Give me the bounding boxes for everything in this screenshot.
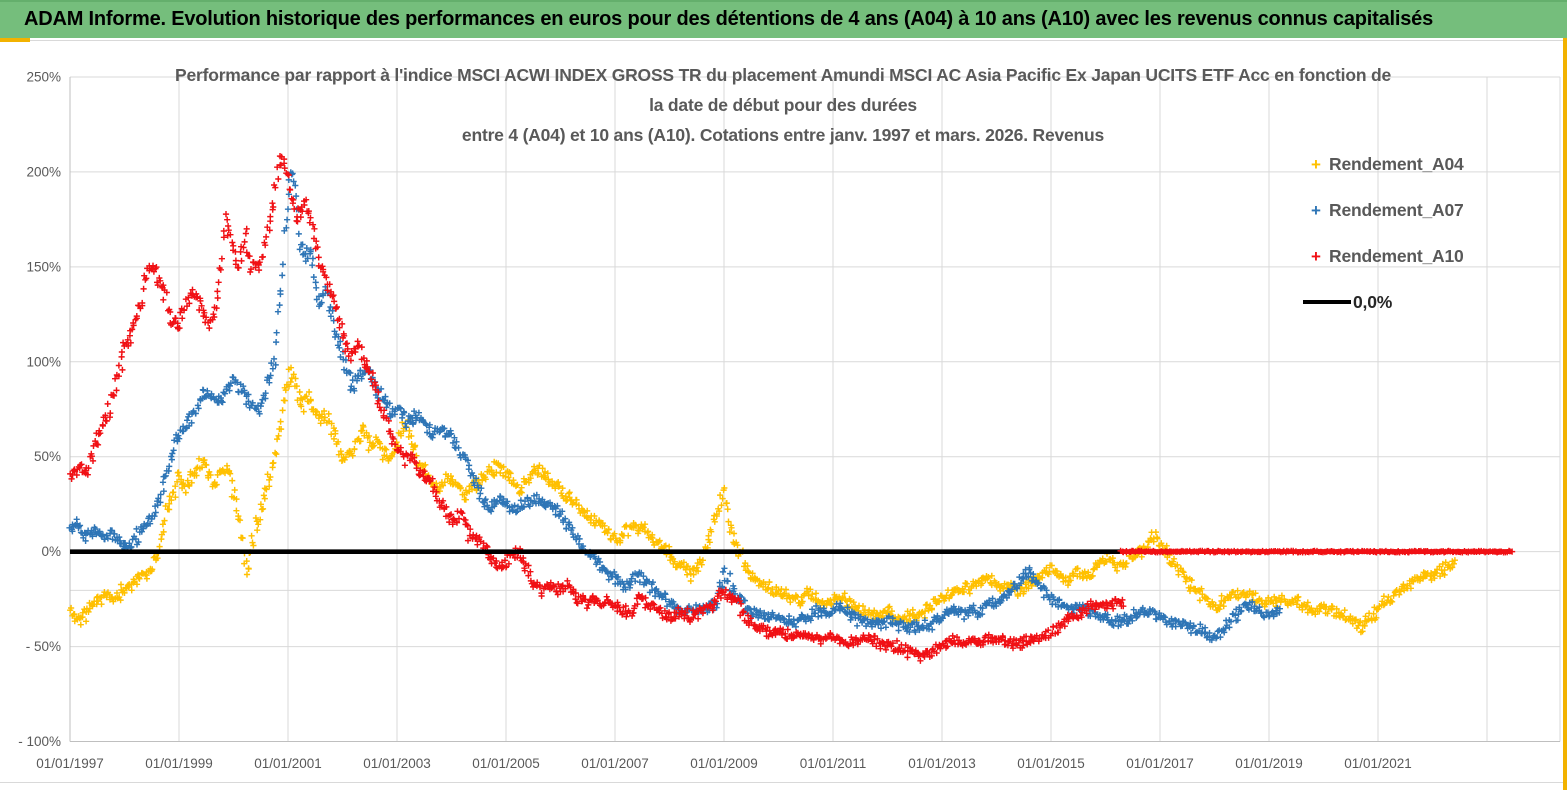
x-axis-tick-label: 01/01/2001 (254, 756, 322, 771)
y-axis-tick-label: 100% (26, 354, 61, 369)
y-axis-tick-label: 150% (26, 259, 61, 274)
x-axis-tick-label: 01/01/2017 (1126, 756, 1194, 771)
legend-item-rendement-a10: + Rendement_A10 (1303, 233, 1464, 279)
window-header: ADAM Informe. Evolution historique des p… (0, 0, 1567, 38)
gold-accent-dash (0, 38, 30, 42)
chart-title-line-2: la date de début pour des durées (649, 95, 917, 115)
legend-item-zero-line: 0,0% (1303, 279, 1464, 325)
legend-label: Rendement_A07 (1329, 199, 1464, 220)
chart-title-line-3: entre 4 (A04) et 10 ans (A10). Cotations… (461, 125, 1105, 145)
plus-marker-icon: + (1311, 154, 1321, 174)
legend-label: 0,0% (1353, 291, 1393, 312)
series-rendement_a07 (66, 169, 1283, 644)
legend-item-rendement-a04: + Rendement_A04 (1303, 141, 1464, 187)
gold-accent-right-border (1563, 38, 1567, 790)
plus-marker-icon: + (1311, 246, 1321, 266)
window-title: ADAM Informe. Evolution historique des p… (24, 7, 1433, 30)
y-axis-tick-label: 250% (26, 70, 61, 85)
x-axis-tick-label: 01/01/2007 (581, 756, 649, 771)
series-rendement_a10-zero-markers (1117, 547, 1516, 556)
plus-marker-icon: + (1311, 200, 1321, 220)
x-axis-tick-label: 01/01/2019 (1235, 756, 1303, 771)
series-rendement_a10 (67, 153, 1127, 664)
series-rendement_a04 (67, 364, 1458, 636)
legend-label: Rendement_A10 (1329, 245, 1464, 266)
y-axis-tick-label: 200% (26, 164, 61, 179)
chart-title: Performance par rapport à l'indice MSCI … (100, 60, 1466, 150)
zero-line-icon (1303, 300, 1351, 304)
x-axis-tick-label: 01/01/2005 (472, 756, 540, 771)
header-divider (0, 40, 1567, 41)
x-axis-tick-label: 01/01/1997 (36, 756, 104, 771)
chart-legend: + Rendement_A04 + Rendement_A07 + Rendem… (1303, 141, 1464, 325)
y-axis-tick-label: 0% (41, 544, 61, 559)
x-axis-tick-label: 01/01/1999 (145, 756, 213, 771)
x-axis-tick-label: 01/01/2009 (690, 756, 758, 771)
legend-label: Rendement_A04 (1329, 153, 1464, 174)
x-axis-tick-label: 01/01/2013 (908, 756, 976, 771)
x-axis-tick-label: 01/01/2021 (1344, 756, 1412, 771)
y-axis-tick-label: 50% (34, 449, 61, 464)
y-axis-tick-label: - 100% (18, 734, 61, 749)
chart-title-line-1: Performance par rapport à l'indice MSCI … (174, 65, 1392, 85)
x-axis-tick-label: 01/01/2003 (363, 756, 431, 771)
legend-item-rendement-a07: + Rendement_A07 (1303, 187, 1464, 233)
x-axis-tick-label: 01/01/2011 (800, 756, 867, 771)
x-axis-tick-label: 01/01/2015 (1017, 756, 1085, 771)
bottom-divider (0, 782, 1563, 783)
y-axis-tick-label: - 50% (26, 639, 61, 654)
